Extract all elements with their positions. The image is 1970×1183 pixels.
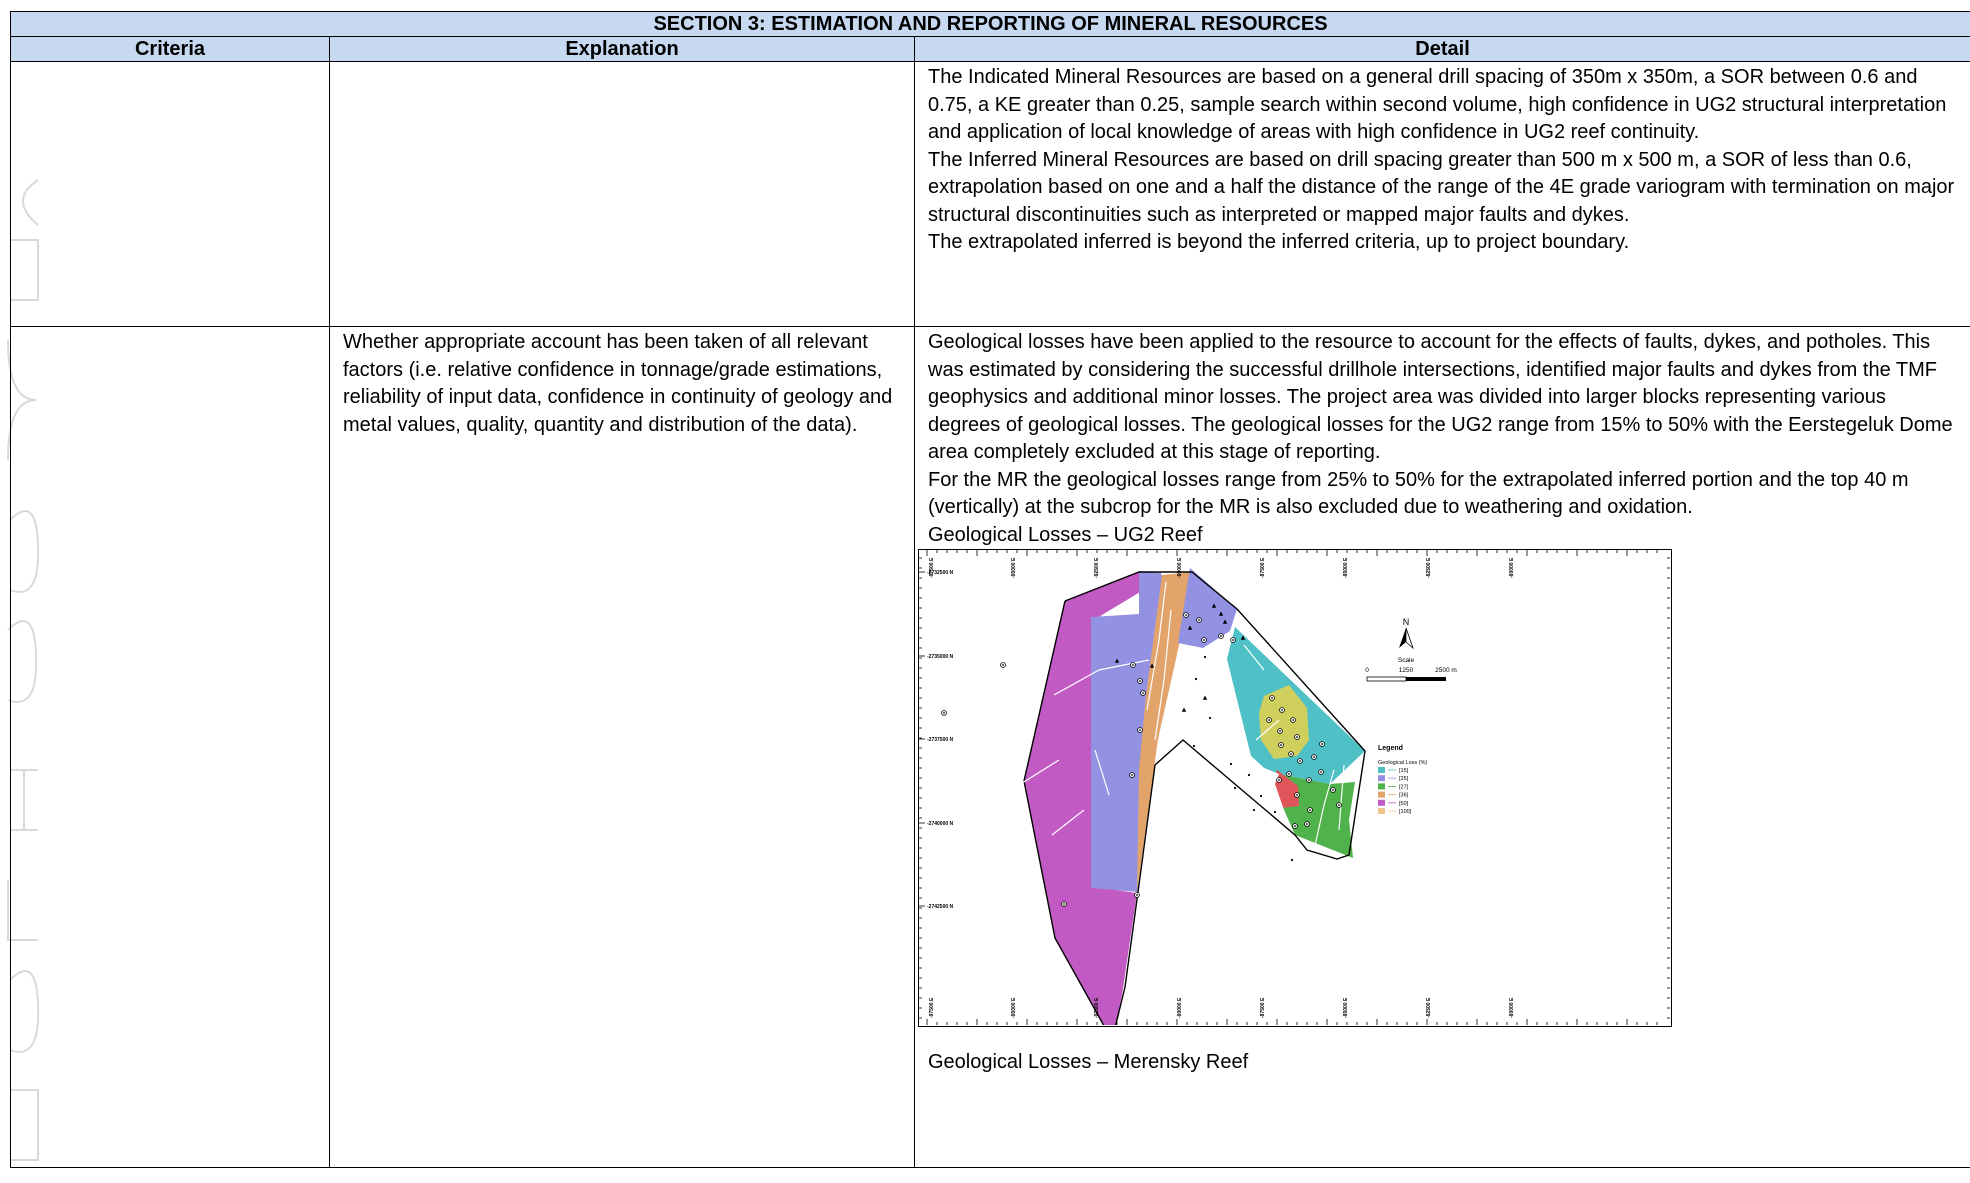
figure-caption-merensky: Geological Losses – Merensky Reef xyxy=(928,1051,1249,1073)
legend-swatch xyxy=(1378,799,1385,806)
explanation-header: Explanation xyxy=(329,36,915,62)
drillhole-marker xyxy=(1114,658,1120,663)
detail-paragraph: The Indicated Mineral Resources are base… xyxy=(928,66,1947,143)
y-tick-label: -2732500 N xyxy=(927,570,954,576)
x-tick-label: -80000 E xyxy=(1509,557,1515,578)
drillhole-marker xyxy=(1202,695,1208,700)
legend-swatch xyxy=(1378,808,1385,814)
legend-label: [15] xyxy=(1399,768,1409,774)
legend-label: [36] xyxy=(1399,793,1409,799)
legend-swatch xyxy=(1378,783,1385,790)
detail-paragraph: Geological losses have been applied to t… xyxy=(928,331,1953,463)
y-tick-label: -2737500 N xyxy=(927,737,954,743)
x-tick-label: -80000 E xyxy=(1509,997,1515,1018)
x-tick-label: -90000 E xyxy=(1177,997,1183,1018)
criteria-header: Criteria xyxy=(10,36,330,62)
zone-yellow xyxy=(1259,685,1309,759)
x-tick-label: -82500 E xyxy=(1426,997,1432,1018)
explanation-cell: Whether appropriate account has been tak… xyxy=(329,326,915,1168)
x-tick-label: -92500 E xyxy=(1094,997,1100,1018)
map-legend: Legend Geological Loss (%) [15] [25] [27] [… xyxy=(1378,745,1427,815)
legend-swatch xyxy=(1378,767,1385,773)
x-tick-label: -82500 E xyxy=(1426,557,1432,578)
x-tick-label: -97500 E xyxy=(929,557,935,578)
y-tick-label: -2742500 N xyxy=(927,904,954,910)
x-tick-label: -87500 E xyxy=(1260,557,1266,578)
detail-cell: Geological losses have been applied to t… xyxy=(913,326,1970,1168)
drillhole-marker xyxy=(1194,677,1198,681)
drillhole-marker xyxy=(1187,625,1193,630)
zone-lavender-2 xyxy=(1178,568,1237,648)
x-tick-label: -90000 E xyxy=(1177,557,1183,578)
criteria-cell xyxy=(10,326,330,1168)
x-tick-label: -97500 E xyxy=(929,997,935,1018)
ug2-geological-loss-map: N Scale 0 1250 2500 m Legend Geologi xyxy=(918,549,1672,1027)
criteria-cell xyxy=(10,61,330,327)
figure-caption-ug2: Geological Losses – UG2 Reef xyxy=(928,523,1203,546)
legend-subtitle: Geological Loss (%) xyxy=(1378,760,1427,766)
drillhole-marker xyxy=(1247,773,1251,777)
drillhole-marker xyxy=(1240,635,1246,640)
drillhole-marker xyxy=(1192,744,1196,748)
detail-cell: The Indicated Mineral Resources are base… xyxy=(913,61,1970,327)
x-tick-label: -85000 E xyxy=(1343,557,1349,578)
scale-label: 0 xyxy=(1365,667,1369,674)
drillhole-marker xyxy=(1233,786,1237,790)
drillhole-marker xyxy=(1203,655,1207,659)
legend-label: [25] xyxy=(1399,776,1409,782)
scale-label: 1250 xyxy=(1399,667,1414,674)
legend-swatch xyxy=(1378,775,1385,782)
drillhole-marker xyxy=(1211,603,1217,608)
north-label: N xyxy=(1403,617,1410,627)
table-row: The Indicated Mineral Resources are base… xyxy=(10,61,1970,327)
resource-table: SECTION 3: ESTIMATION AND REPORTING OF M… xyxy=(9,11,1970,1168)
scale-label: 2500 m xyxy=(1435,667,1457,674)
zone-white-void xyxy=(1159,650,1295,835)
scale-title: Scale xyxy=(1398,657,1415,664)
drillhole-marker xyxy=(1229,762,1233,766)
y-tick-label: -2735000 N xyxy=(927,654,954,660)
map-graphic: N Scale 0 1250 2500 m Legend Geologi xyxy=(919,550,1670,1025)
zone-magenta xyxy=(1024,572,1145,1025)
explanation-cell xyxy=(329,61,915,327)
drillhole-marker xyxy=(1181,707,1187,712)
detail-paragraph: The extrapolated inferred is beyond the … xyxy=(928,231,1630,253)
drillhole-marker xyxy=(1273,810,1277,814)
detail-paragraph: For the MR the geological losses range f… xyxy=(928,468,1909,519)
legend-label: [27] xyxy=(1399,784,1409,790)
detail-header: Detail xyxy=(913,36,1970,62)
drillhole-marker xyxy=(1218,611,1224,616)
x-tick-label: -92500 E xyxy=(1094,557,1100,578)
explanation-text: Whether appropriate account has been tak… xyxy=(343,331,893,436)
x-tick-label: -87500 E xyxy=(1260,997,1266,1018)
legend-title: Legend xyxy=(1378,745,1403,752)
drillhole-marker xyxy=(1222,619,1228,624)
drillhole-marker xyxy=(1149,663,1155,668)
x-tick-label: -85000 E xyxy=(1343,997,1349,1018)
scale-bar: Scale 0 1250 2500 m xyxy=(1365,657,1457,682)
drillhole-marker xyxy=(1290,858,1294,862)
drillhole-marker xyxy=(1208,716,1212,720)
drillhole-marker xyxy=(1259,794,1263,798)
zone-lavender xyxy=(1091,571,1165,892)
x-tick-label: -95000 E xyxy=(1011,997,1017,1018)
legend-label: [100] xyxy=(1399,809,1412,815)
detail-paragraph: The Inferred Mineral Resources are based… xyxy=(928,148,1955,226)
table-row: Whether appropriate account has been tak… xyxy=(10,326,1970,1168)
x-tick-label: -95000 E xyxy=(1011,557,1017,578)
y-tick-label: -2740000 N xyxy=(927,821,954,827)
north-arrow-icon: N xyxy=(1399,617,1414,650)
project-boundary xyxy=(1023,571,1366,1025)
drillhole-marker xyxy=(1252,808,1256,812)
section-title: SECTION 3: ESTIMATION AND REPORTING OF M… xyxy=(9,11,1970,37)
legend-swatch xyxy=(1378,791,1385,798)
legend-label: [50] xyxy=(1399,801,1409,807)
